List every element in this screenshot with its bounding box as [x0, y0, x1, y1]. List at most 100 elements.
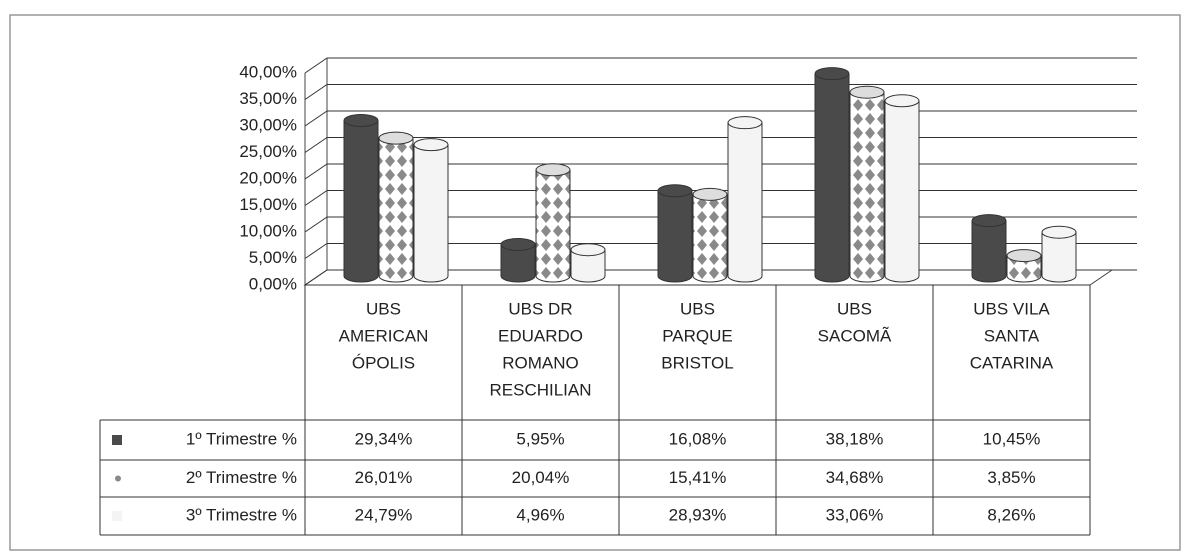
category-label: UBS: [837, 299, 872, 318]
category-label: RESCHILIAN: [489, 380, 591, 399]
bar: [343, 113, 379, 283]
bar: [727, 116, 763, 283]
bar-body: [1042, 232, 1076, 276]
bar: [814, 67, 850, 283]
table-value: 15,41%: [669, 468, 727, 487]
legend-key: [112, 435, 122, 445]
bar: [413, 138, 449, 283]
bar-body: [379, 138, 413, 276]
bar-body: [414, 144, 448, 276]
grid-line-side: [304, 137, 328, 153]
bar-body: [972, 220, 1006, 276]
bar-body: [658, 190, 692, 276]
bar-top: [570, 243, 606, 257]
y-tick-label: 5,00%: [249, 248, 297, 267]
bar: [657, 184, 693, 283]
bar: [570, 243, 606, 283]
grid-line-side: [304, 110, 328, 127]
category-label: ROMANO: [502, 353, 579, 372]
bar-body: [728, 122, 762, 277]
table-value: 3,85%: [987, 468, 1035, 487]
grid-line-side: [304, 84, 328, 100]
bar-body: [885, 100, 919, 276]
category-label: UBS: [366, 299, 401, 318]
bar: [971, 214, 1007, 283]
y-tick-label: 30,00%: [239, 115, 297, 134]
bar-top: [500, 237, 536, 251]
bar: [692, 187, 728, 283]
table-value: 16,08%: [669, 429, 727, 448]
table-value: 34,68%: [826, 468, 884, 487]
chart-border: [9, 14, 1181, 551]
bar-top: [849, 85, 885, 99]
bar-body: [850, 92, 884, 276]
legend-label: 2º Trimestre %: [186, 468, 297, 487]
bar-top: [1006, 249, 1042, 263]
grid-line-side: [304, 243, 328, 259]
data-table: [99, 284, 1091, 536]
bar-top: [727, 116, 763, 130]
grid-line-side: [304, 216, 328, 233]
bar-top: [814, 67, 850, 81]
bar-top: [884, 94, 920, 108]
grid-line-side: [304, 163, 328, 180]
category-label: UBS DR: [508, 299, 572, 318]
bar: [500, 237, 536, 283]
table-value: 38,18%: [826, 429, 884, 448]
category-label: SANTA: [984, 326, 1040, 345]
bar: [1006, 249, 1042, 283]
table-value: 29,34%: [355, 429, 413, 448]
legend-key: [115, 475, 121, 482]
bar-top: [692, 187, 728, 201]
table-value: 10,45%: [983, 429, 1041, 448]
bar: [1041, 225, 1077, 283]
bar: [849, 85, 885, 283]
bar-top: [413, 138, 449, 152]
bar-body: [693, 194, 727, 276]
bar-body: [344, 120, 378, 276]
legend-key: [112, 511, 122, 521]
grid-line-side: [304, 190, 328, 206]
table-value: 24,79%: [355, 505, 413, 524]
legend-label: 1º Trimestre %: [186, 429, 297, 448]
category-label: BRISTOL: [661, 353, 733, 372]
category-label: CATARINA: [970, 353, 1054, 372]
table-value: 33,06%: [826, 505, 884, 524]
bar-top: [343, 113, 379, 127]
category-label: PARQUE: [662, 326, 733, 345]
legend-label: 3º Trimestre %: [186, 505, 297, 524]
y-tick-label: 15,00%: [239, 195, 297, 214]
grid-line-side: [304, 57, 328, 74]
table-value: 5,95%: [516, 429, 564, 448]
bar-body: [815, 73, 849, 276]
bar-body: [536, 169, 570, 276]
table-value: 26,01%: [355, 468, 413, 487]
bar-top: [378, 131, 414, 145]
y-tick-label: 0,00%: [249, 274, 297, 293]
table-value: 4,96%: [516, 505, 564, 524]
category-label: ÓPOLIS: [352, 353, 415, 372]
y-tick-label: 20,00%: [239, 168, 297, 187]
bar-top: [971, 214, 1007, 228]
y-tick-label: 25,00%: [239, 142, 297, 161]
bar-top: [535, 163, 571, 177]
bar: [378, 131, 414, 283]
grid-line-side: [304, 269, 328, 286]
category-label: AMERICAN: [339, 326, 429, 345]
table-value: 8,26%: [987, 505, 1035, 524]
bar: [884, 94, 920, 283]
category-label: SACOMÃ: [818, 326, 892, 345]
bar-top: [657, 184, 693, 198]
category-label: UBS VILA: [973, 299, 1050, 318]
y-tick-label: 35,00%: [239, 89, 297, 108]
category-label: EDUARDO: [498, 326, 583, 345]
bar: [535, 163, 571, 283]
table-value: 20,04%: [512, 468, 570, 487]
bar-top: [1041, 225, 1077, 239]
table-value: 28,93%: [669, 505, 727, 524]
category-label: UBS: [680, 299, 715, 318]
y-tick-label: 40,00%: [239, 62, 297, 81]
y-tick-label: 10,00%: [239, 221, 297, 240]
